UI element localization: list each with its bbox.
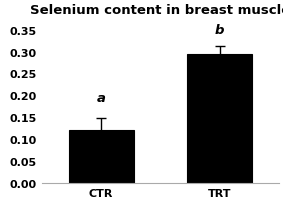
- Text: a: a: [97, 92, 106, 105]
- Text: b: b: [215, 24, 224, 37]
- Bar: [68, 131, 134, 183]
- Bar: [187, 55, 252, 183]
- Title: Selenium content in breast muscle: Selenium content in breast muscle: [30, 4, 283, 17]
